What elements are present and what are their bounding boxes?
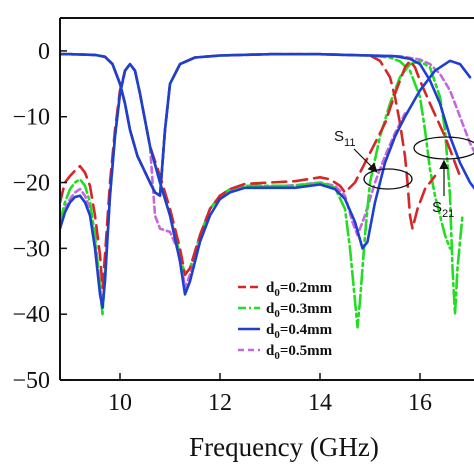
s21-label: S21 — [432, 199, 454, 220]
s11-ellipse — [363, 168, 413, 190]
y-tick-label: −40 — [12, 302, 50, 328]
legend: d0=0.2mm d0=0.3mm d0=0.4mm d0=0.5mm — [238, 280, 333, 362]
plot-frame — [59, 17, 474, 381]
y-tick-label: −10 — [12, 105, 50, 131]
series-s11-d0=0.4mm — [60, 59, 472, 309]
legend-entry-d0=0.5mm: d0=0.5mm — [266, 343, 333, 362]
series-s21-d0=0.4mm — [60, 52, 474, 197]
tick-layer: 10 12 14 16 0 −10 −20 −30 −40 −50 — [12, 39, 432, 416]
x-tick-label: 16 — [408, 390, 432, 416]
series-s21-d0=0.5mm — [60, 52, 474, 197]
s11-label-sub: 11 — [344, 137, 355, 149]
s11-arrow — [353, 148, 378, 173]
x-tick-label: 10 — [108, 390, 132, 416]
series-layer — [60, 52, 474, 329]
y-tick-label: −20 — [12, 171, 50, 197]
series-s11-d0=0.2mm — [60, 59, 462, 290]
x-tick-label: 12 — [208, 390, 232, 416]
s21-ellipse — [413, 136, 474, 160]
x-tick-label: 14 — [308, 390, 332, 416]
x-axis-title: Frequency (GHz) — [189, 432, 379, 462]
legend-entry-d0=0.2mm: d0=0.2mm — [266, 280, 333, 299]
y-tick-label: −50 — [12, 368, 50, 394]
s11-label-base: S — [334, 128, 344, 145]
legend-entry-d0=0.4mm: d0=0.4mm — [266, 322, 333, 341]
y-tick-label: 0 — [38, 39, 50, 65]
s21-annotation: S21 — [413, 136, 474, 220]
s21-label-base: S — [432, 199, 442, 216]
s11-annotation: S11 — [334, 128, 413, 190]
y-tick-label: −30 — [12, 236, 50, 262]
s11-label: S11 — [334, 128, 355, 149]
s21-label-sub: 21 — [442, 208, 454, 220]
legend-entry-d0=0.3mm: d0=0.3mm — [266, 301, 333, 320]
